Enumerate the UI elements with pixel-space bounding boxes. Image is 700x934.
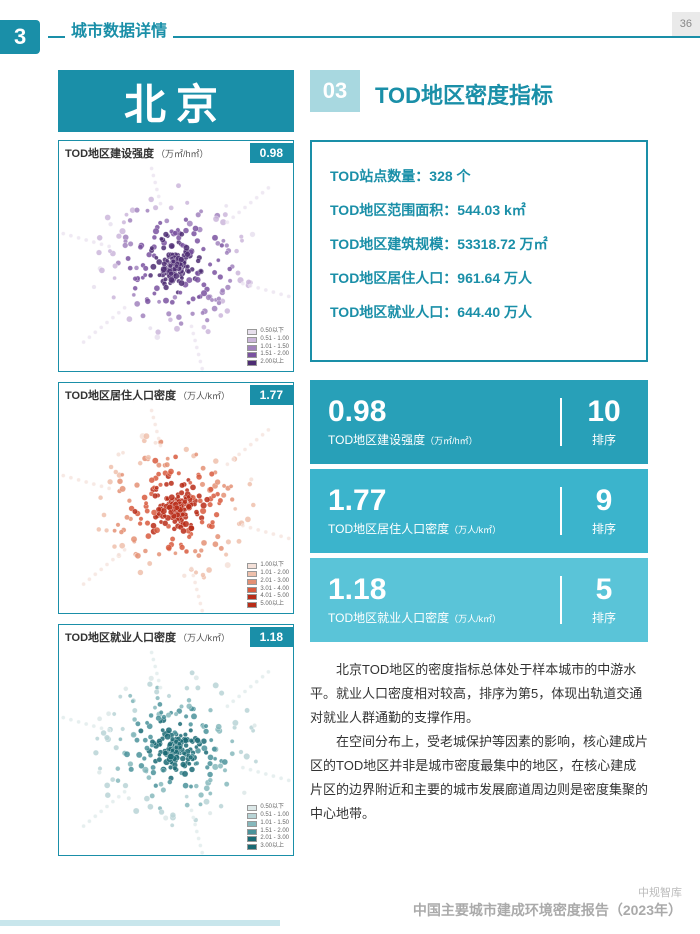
metric-rank: 5 <box>584 575 624 605</box>
body-text: 北京TOD地区的密度指标总体处于样本城市的中游水平。就业人口密度相对较高，排序为… <box>310 658 648 826</box>
footer-accent-bar <box>0 920 280 926</box>
chapter-title: 城市数据详情 <box>65 17 173 41</box>
metric-rank-label: 排序 <box>584 520 624 537</box>
metric-card: 1.18 TOD地区就业人口密度（万人/k㎡） 5 排序 <box>310 558 648 642</box>
map-legend: 1.00以下1.01 - 2.002.01 - 3.003.01 - 4.004… <box>247 562 289 609</box>
map-value-badge: 1.77 <box>250 385 293 405</box>
section-title: TOD地区密度指标 <box>375 78 553 110</box>
map-scatter: 0.50以下0.51 - 1.001.01 - 1.501.51 - 2.002… <box>59 165 293 371</box>
footer-org: 中规智库 <box>413 884 682 900</box>
metric-label: TOD地区建设强度（万㎡/h㎡） <box>328 431 538 448</box>
map-title: TOD地区居住人口密度（万人/k㎡） <box>59 387 250 403</box>
metric-label: TOD地区就业人口密度（万人/k㎡） <box>328 609 538 626</box>
map-title: TOD地区建设强度（万㎡/h㎡） <box>59 145 250 161</box>
stat-line: TOD站点数量：328 个 <box>330 166 628 186</box>
page-footer: 中规智库 中国主要城市建成环境密度报告（2023年） <box>413 884 682 920</box>
city-name-banner: 北京 <box>58 70 294 132</box>
stat-line: TOD地区居住人口：961.64 万人 <box>330 268 628 288</box>
metric-value: 1.77 <box>328 486 538 516</box>
map-scatter: 0.50以下0.51 - 1.001.01 - 1.501.51 - 2.002… <box>59 649 293 855</box>
stats-panel: TOD站点数量：328 个 TOD地区范围面积：544.03 k㎡ TOD地区建筑规… <box>310 140 648 362</box>
map-legend: 0.50以下0.51 - 1.001.01 - 1.501.51 - 2.002… <box>247 328 289 367</box>
metric-value: 0.98 <box>328 397 538 427</box>
chapter-number: 3 <box>0 20 40 54</box>
metric-card: 0.98 TOD地区建设强度（万㎡/h㎡） 10 排序 <box>310 380 648 464</box>
footer-report-title: 中国主要城市建成环境密度报告（2023年） <box>413 900 682 920</box>
metric-value: 1.18 <box>328 575 538 605</box>
section-number: 03 <box>310 70 360 112</box>
metric-cards: 0.98 TOD地区建设强度（万㎡/h㎡） 10 排序 1.77 TOD地区居住人口密度（… <box>310 380 648 642</box>
metric-card: 1.77 TOD地区居住人口密度（万人/k㎡） 9 排序 <box>310 469 648 553</box>
right-column: TOD站点数量：328 个 TOD地区范围面积：544.03 k㎡ TOD地区建筑规… <box>310 140 648 647</box>
metric-rank: 10 <box>584 397 624 427</box>
map-card: TOD地区居住人口密度（万人/k㎡）1.77 1.00以下1.01 - 2.002… <box>58 382 294 614</box>
metric-label: TOD地区居住人口密度（万人/k㎡） <box>328 520 538 537</box>
page-header: 3 城市数据详情 <box>0 20 700 54</box>
stat-line: TOD地区范围面积：544.03 k㎡ <box>330 200 628 220</box>
body-paragraph: 北京TOD地区的密度指标总体处于样本城市的中游水平。就业人口密度相对较高，排序为… <box>310 658 648 730</box>
map-value-badge: 1.18 <box>250 627 293 647</box>
metric-rank: 9 <box>584 486 624 516</box>
metric-rank-label: 排序 <box>584 431 624 448</box>
map-card: TOD地区建设强度（万㎡/h㎡）0.98 0.50以下0.51 - 1.001.0… <box>58 140 294 372</box>
maps-column: TOD地区建设强度（万㎡/h㎡）0.98 0.50以下0.51 - 1.001.0… <box>58 140 294 866</box>
body-paragraph: 在空间分布上，受老城保护等因素的影响，核心建成片区的TOD地区并非是城市密度最集… <box>310 730 648 826</box>
map-value-badge: 0.98 <box>250 143 293 163</box>
map-title: TOD地区就业人口密度（万人/k㎡） <box>59 629 250 645</box>
map-scatter: 1.00以下1.01 - 2.002.01 - 3.003.01 - 4.004… <box>59 407 293 613</box>
map-card: TOD地区就业人口密度（万人/k㎡）1.18 0.50以下0.51 - 1.001… <box>58 624 294 856</box>
page-number: 36 <box>672 12 700 36</box>
stat-line: TOD地区就业人口：644.40 万人 <box>330 302 628 322</box>
metric-rank-label: 排序 <box>584 609 624 626</box>
stat-line: TOD地区建筑规模：53318.72 万㎡ <box>330 234 628 254</box>
map-legend: 0.50以下0.51 - 1.001.01 - 1.501.51 - 2.002… <box>247 804 289 851</box>
